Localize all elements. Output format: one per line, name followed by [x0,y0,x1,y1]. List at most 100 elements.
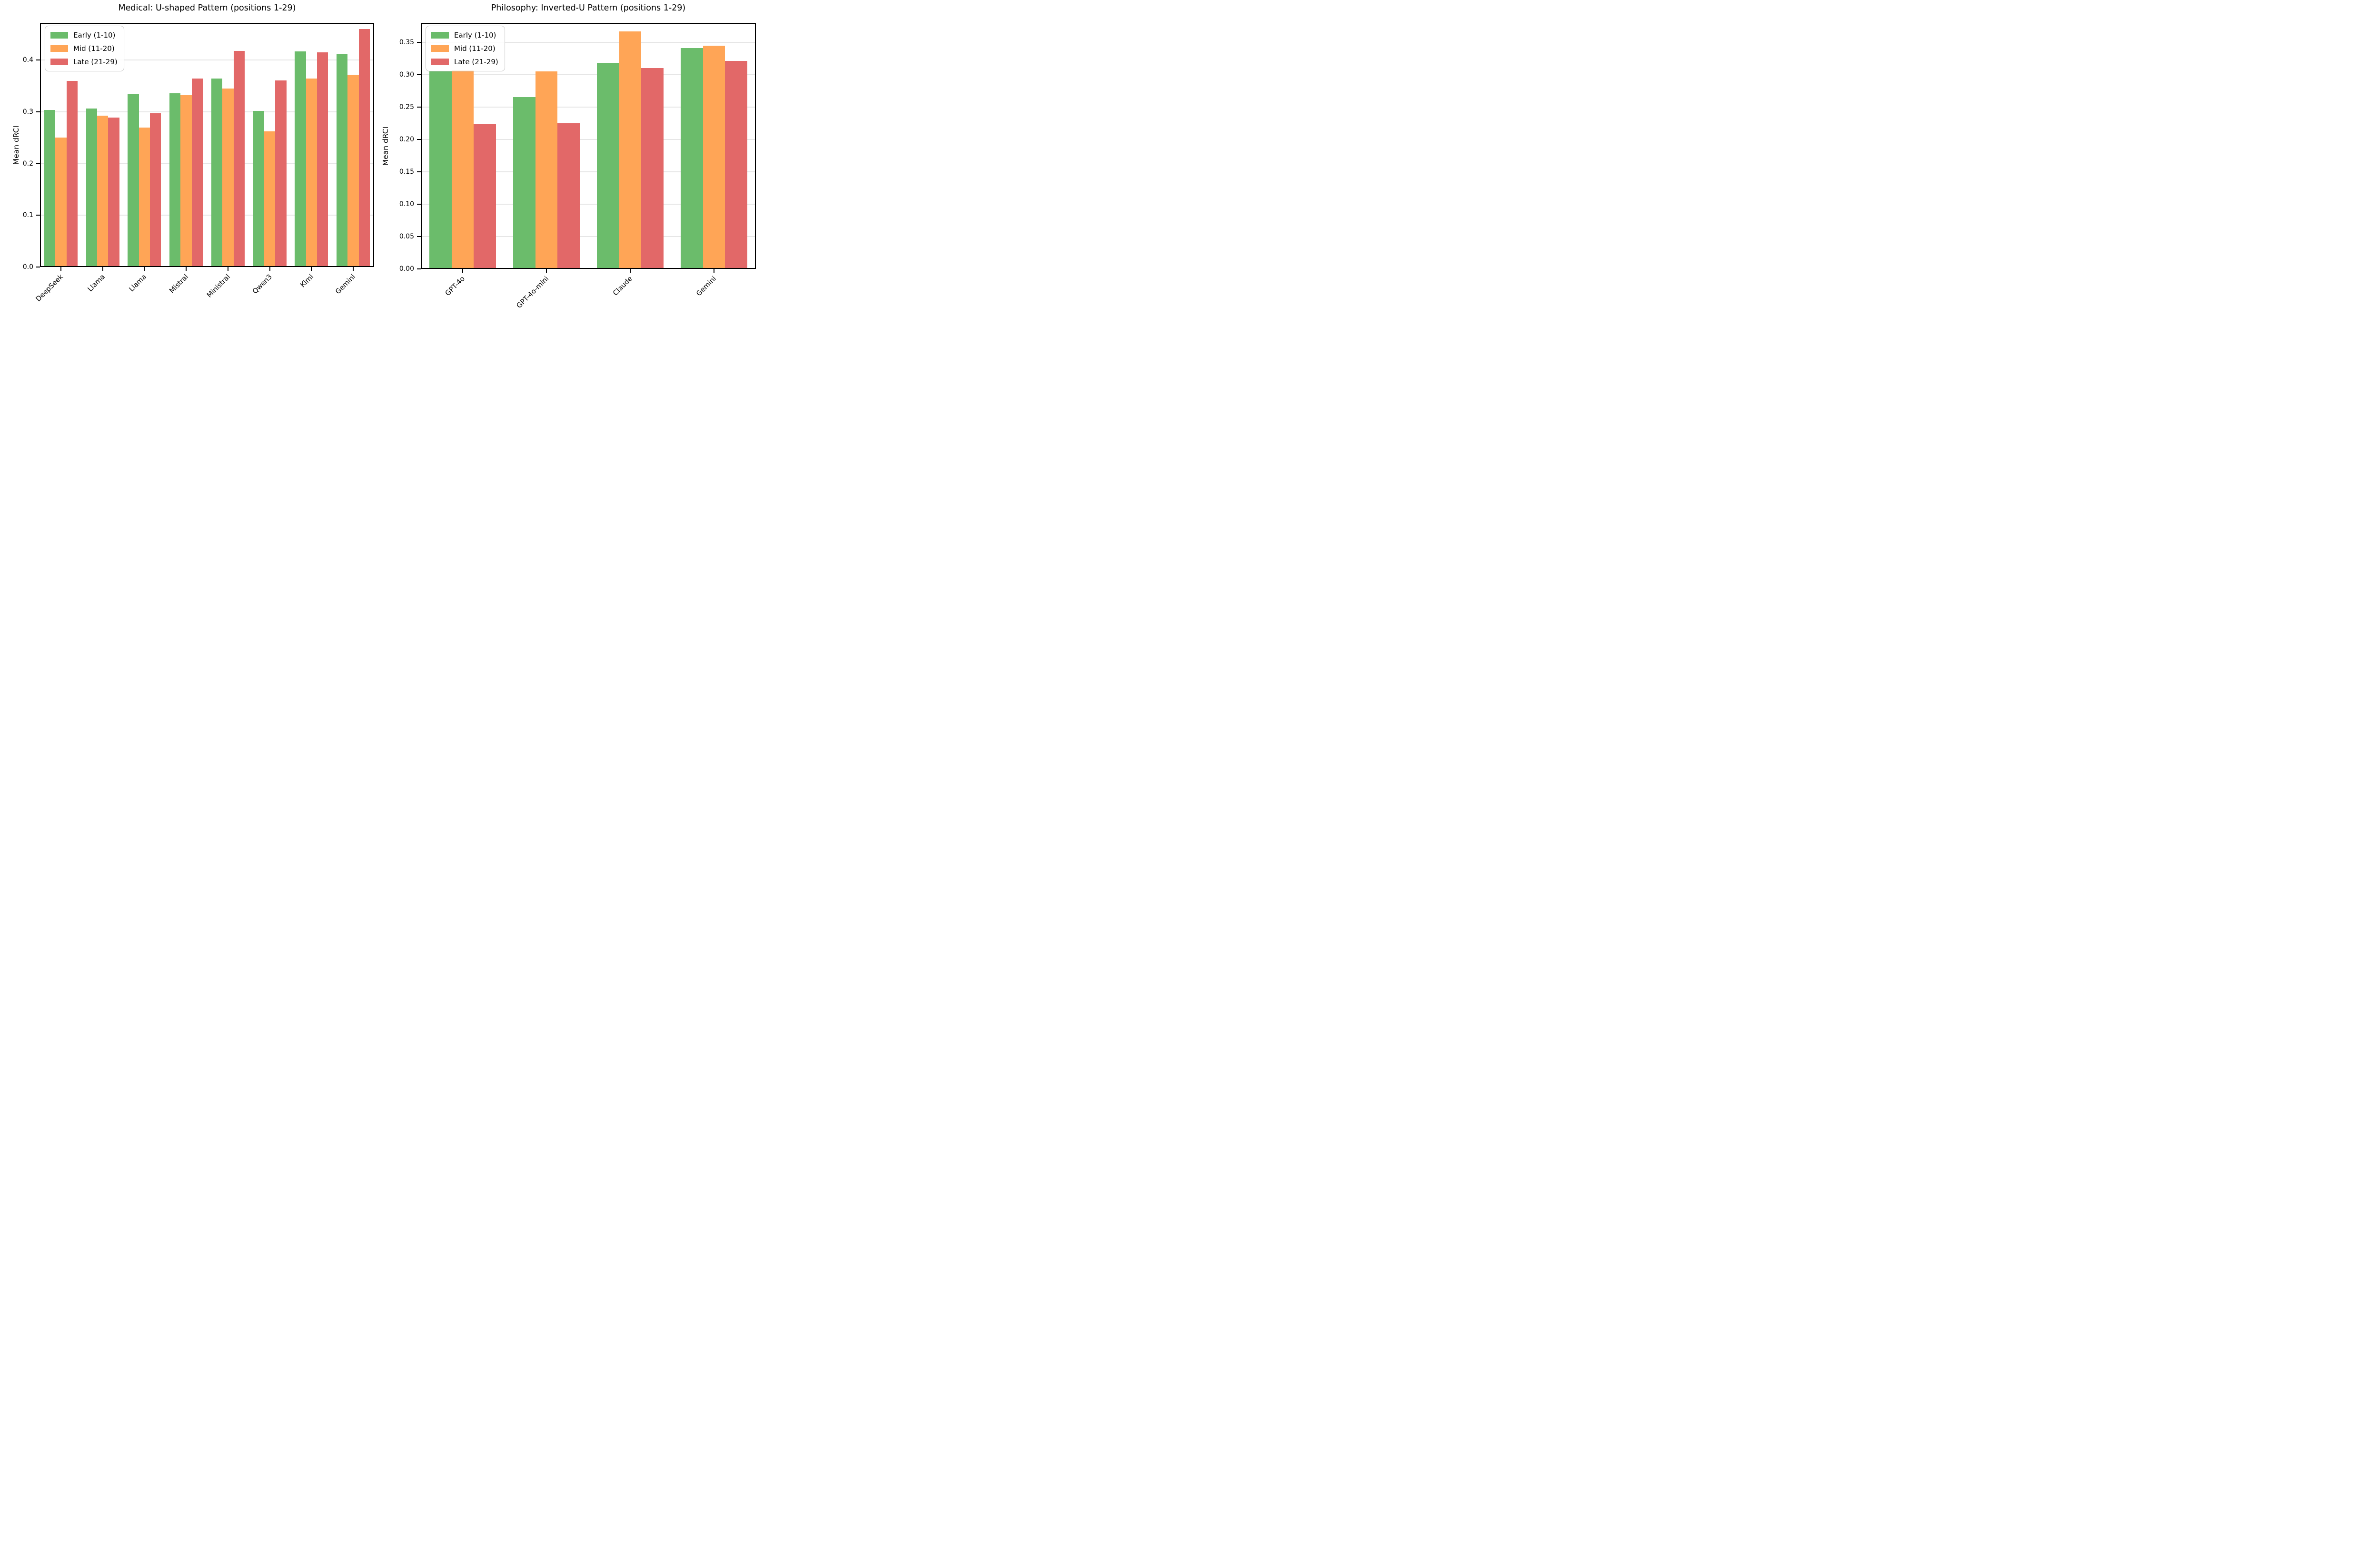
bar-mid-11-20-qwen3-5 [264,131,276,267]
legend-swatch-early-1-10 [50,32,68,39]
y-tick-label: 0.3 [22,108,33,116]
legend: Early (1-10) Mid (11-20) Late (21-29) [45,26,124,71]
axis-spine-right [373,23,374,267]
x-tick [60,267,61,271]
x-tick [462,269,463,273]
bar-late-21-29-kimi-6 [317,52,328,267]
y-tick [36,215,40,216]
bar-mid-11-20-gemini-7 [347,74,359,267]
y-tick [417,171,421,172]
legend-label: Early (1-10) [73,31,116,40]
bar-mid-11-20-deepseek-0 [55,138,67,267]
legend-label: Late (21-29) [73,58,118,66]
bar-late-21-29-llama-1 [108,117,119,267]
gridline [421,41,756,43]
bar-early-1-10-llama-2 [128,94,139,267]
gridline [421,236,756,237]
gridline [421,203,756,205]
figure: 0.0 0.1 0.2 0.3 0.4 DeepSeek Llama Llama Mistral… [0,0,762,313]
y-tick [36,163,40,164]
bar-early-1-10-claude-2 [596,63,619,269]
legend-label: Mid (11-20) [73,44,115,53]
legend-item-mid-11-20: Mid (11-20) [431,44,498,53]
y-tick-label: 0.00 [399,265,414,273]
y-tick-label: 0.30 [399,70,414,79]
gridline [40,163,374,164]
y-tick [36,111,40,112]
gridline [421,74,756,75]
legend-swatch-mid-11-20 [431,45,449,52]
gridline [40,215,374,216]
bar-early-1-10-gpt-4o-0 [429,71,452,269]
bar-late-21-29-gemini-3 [725,61,748,269]
y-tick-label: 0.05 [399,232,414,240]
y-tick-label: 0.2 [22,159,33,168]
y-tick-label: 0.10 [399,200,414,208]
legend-swatch-late-21-29 [431,59,449,65]
x-tick [102,267,103,271]
x-tick-label-gpt-4o-0: GPT-4o [444,275,467,297]
bar-early-1-10-deepseek-0 [44,109,56,267]
legend-item-mid-11-20: Mid (11-20) [50,44,118,53]
axis-spine-left [421,23,422,269]
y-tick-label: 0.35 [399,38,414,46]
bar-mid-11-20-gemini-3 [703,45,725,269]
legend-label: Early (1-10) [454,31,496,40]
chart-title: Philosophy: Inverted-U Pattern (position… [491,3,686,13]
x-tick-label-gemini-3: Gemini [695,275,718,298]
y-tick [417,106,421,108]
gridline [40,59,374,61]
gridline [421,139,756,140]
x-tick [630,269,631,273]
legend-item-early-1-10: Early (1-10) [50,31,118,40]
bar-early-1-10-llama-1 [86,109,97,267]
x-tick-label-gpt-4o-mini-1: GPT-4o-mini [515,275,551,310]
x-tick [144,267,145,271]
x-tick-label-claude-2: Claude [612,275,635,297]
x-tick [186,267,187,271]
x-tick [546,269,547,273]
bar-mid-11-20-claude-2 [619,31,642,269]
axis-spine-top [421,23,756,24]
bar-late-21-29-gpt-4o-0 [474,124,496,269]
bar-early-1-10-gpt-4o-mini-1 [513,97,536,269]
bar-late-21-29-gemini-7 [358,29,370,267]
x-tick [269,267,270,271]
gridline [421,106,756,108]
legend-item-late-21-29: Late (21-29) [431,58,498,66]
y-tick-label: 0.20 [399,135,414,143]
bar-early-1-10-mistral-3 [169,93,181,267]
legend-swatch-mid-11-20 [50,45,68,52]
y-tick-label: 0.4 [22,56,33,64]
legend-swatch-early-1-10 [431,32,449,39]
bar-mid-11-20-mistral-3 [180,95,192,267]
legend-swatch-late-21-29 [50,59,68,65]
axis-spine-right [755,23,756,269]
chart-medical: 0.0 0.1 0.2 0.3 0.4 DeepSeek Llama Llama Mistral… [0,0,762,313]
bar-mid-11-20-gpt-4o-0 [451,70,474,269]
bar-late-21-29-deepseek-0 [66,80,78,267]
bar-late-21-29-llama-2 [150,113,161,267]
bar-late-21-29-claude-2 [641,68,664,269]
bar-late-21-29-gpt-4o-mini-1 [557,123,580,269]
y-tick-label: 0.15 [399,168,414,176]
legend-label: Mid (11-20) [454,44,496,53]
bar-mid-11-20-ministral-4 [222,89,234,267]
bar-mid-11-20-llama-2 [139,127,150,267]
bar-early-1-10-qwen3-5 [253,110,264,267]
bar-early-1-10-gemini-3 [680,48,703,269]
chart-philosophy: 0.00 0.05 0.10 0.15 0.20 0.25 0.30 0.35 GPT-4o GP… [0,0,762,313]
y-tick [417,74,421,75]
y-axis-label: Mean dRCI [381,126,390,166]
x-tick [353,267,354,271]
bar-late-21-29-qwen3-5 [275,80,287,267]
bar-mid-11-20-kimi-6 [306,79,317,267]
axis-spine-bottom [40,266,374,267]
y-tick [417,41,421,43]
legend-item-early-1-10: Early (1-10) [431,31,498,40]
bar-late-21-29-mistral-3 [191,79,203,267]
y-tick-label: 0.25 [399,103,414,111]
y-tick [417,236,421,237]
y-tick [36,59,40,61]
y-tick [417,139,421,140]
